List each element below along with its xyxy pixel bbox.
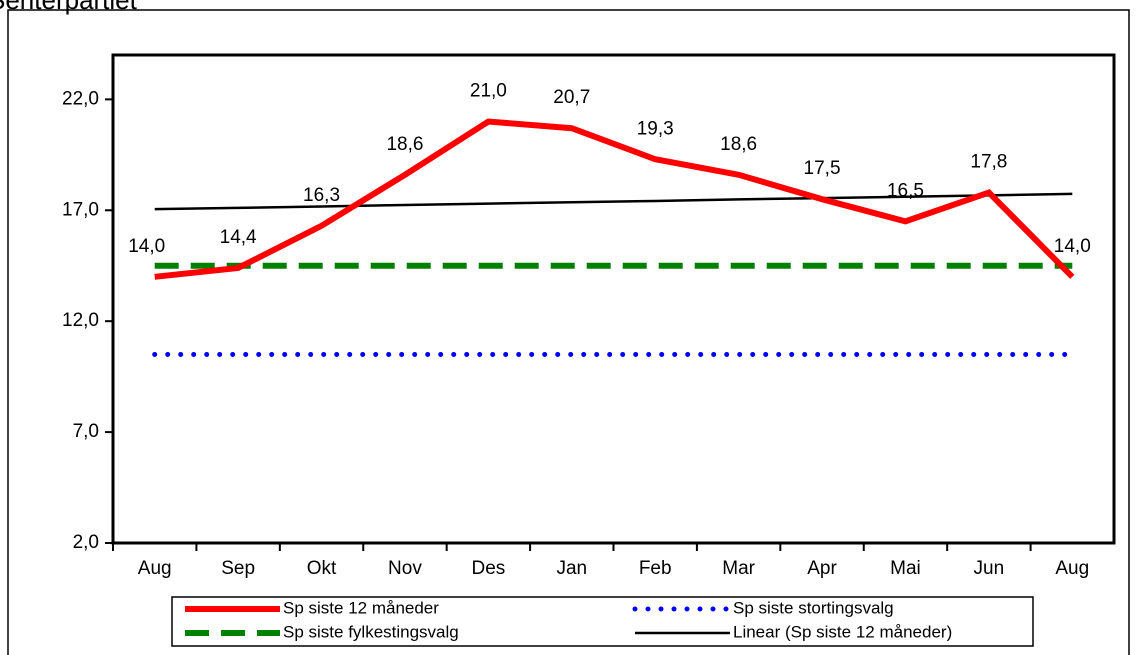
y-tick-label: 22,0 — [62, 88, 99, 109]
x-tick-label: Feb — [639, 558, 672, 579]
legend-label: Linear (Sp siste 12 måneder) — [733, 622, 952, 641]
x-tick-label: Apr — [807, 558, 837, 579]
data-label: 21,0 — [470, 81, 507, 102]
legend-label: Sp siste fylkestingsvalg — [283, 622, 459, 641]
series-line — [154, 118, 1075, 280]
chart-frame — [7, 9, 1130, 655]
legend-label: Sp siste stortingsvalg — [733, 598, 894, 617]
legend-box — [171, 596, 1034, 647]
data-label: 14,0 — [1054, 236, 1091, 257]
data-label: 14,4 — [220, 227, 257, 248]
x-tick-label: Mai — [890, 558, 921, 579]
chart-title: Senterpartiet — [0, 0, 138, 15]
x-tick-label: Jun — [974, 558, 1005, 579]
data-label: 17,8 — [970, 152, 1007, 173]
y-tick-label: 2,0 — [73, 532, 99, 553]
x-tick-label: Nov — [388, 558, 422, 579]
y-tick-label: 12,0 — [62, 310, 99, 331]
x-tick-label: Jan — [556, 558, 587, 579]
x-tick-label: Mar — [722, 558, 755, 579]
legend-label: Sp siste 12 måneder — [283, 598, 439, 617]
data-label: 16,3 — [303, 185, 340, 206]
x-tick-label: Sep — [221, 558, 255, 579]
data-label: 18,6 — [720, 134, 757, 155]
data-label: 17,5 — [804, 158, 841, 179]
x-tick-label: Aug — [1055, 558, 1089, 579]
y-tick-label: 7,0 — [73, 421, 99, 442]
data-label: 14,0 — [128, 236, 165, 257]
x-tick-label: Des — [471, 558, 505, 579]
x-tick-label: Okt — [307, 558, 337, 579]
data-label: 20,7 — [553, 87, 590, 108]
data-label: 18,6 — [386, 134, 423, 155]
y-tick-label: 17,0 — [62, 199, 99, 220]
data-label: 16,5 — [887, 180, 924, 201]
x-tick-label: Aug — [138, 558, 172, 579]
series-line — [154, 192, 1073, 211]
data-label: 19,3 — [637, 118, 674, 139]
